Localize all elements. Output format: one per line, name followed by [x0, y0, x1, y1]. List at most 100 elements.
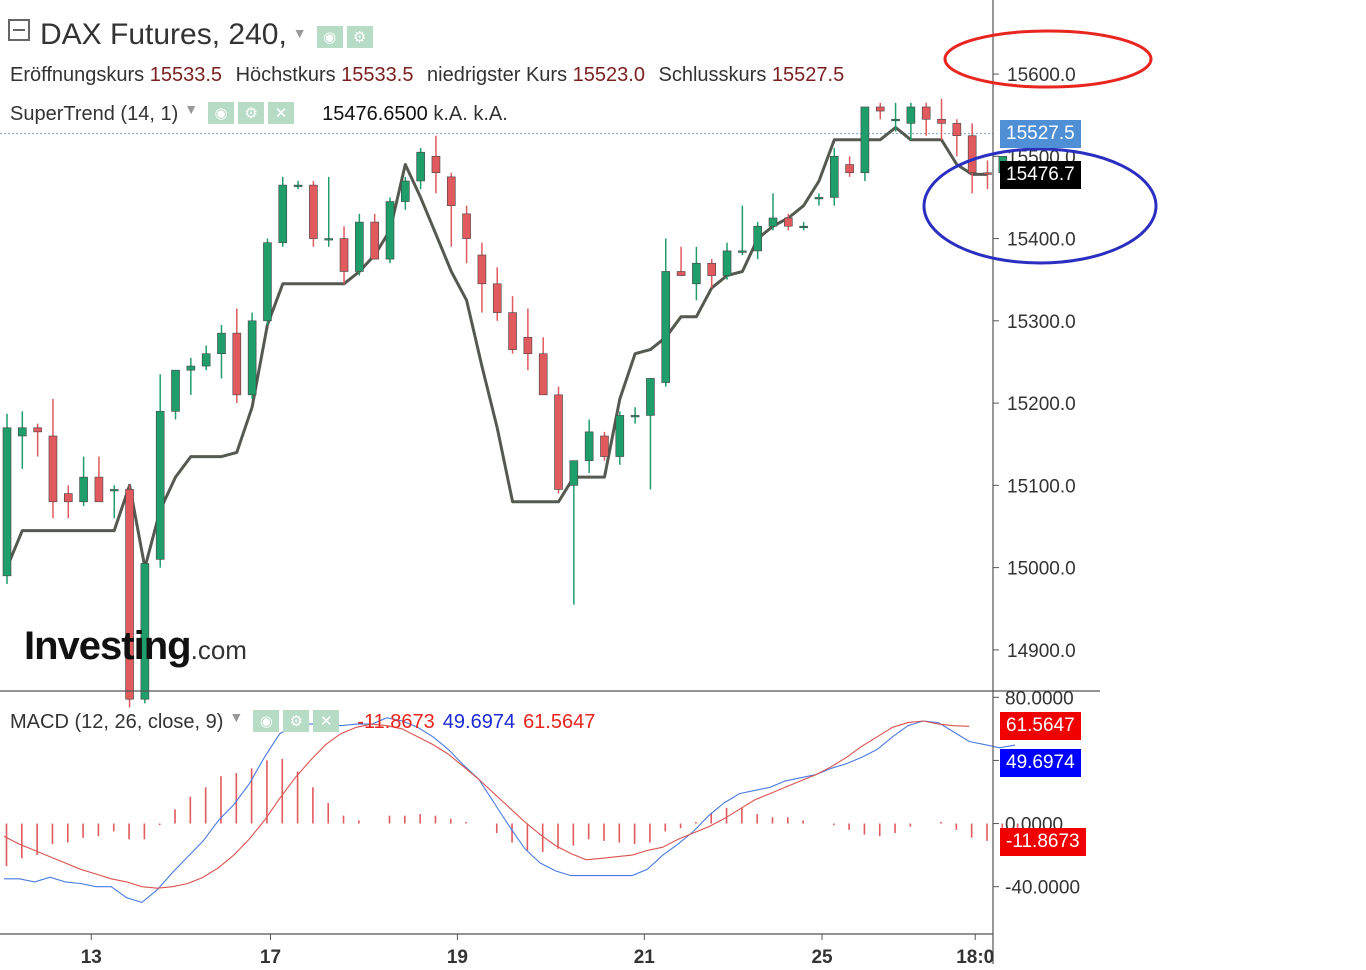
candle-up: [401, 180, 410, 202]
candle-up: [799, 225, 808, 229]
ohlc-legend: Eröffnungskurs 15533.5 Höchstkurs 15533.…: [10, 64, 852, 87]
candle-up: [661, 271, 671, 383]
candle-up: [738, 250, 747, 253]
price-tick-label: 15600.0: [1007, 65, 1076, 86]
candle-down: [492, 283, 502, 313]
time-tick-label: 21: [634, 947, 656, 968]
candle-down: [845, 164, 854, 174]
annotation-ellipse-red: [943, 29, 1153, 89]
candle-up: [615, 415, 625, 457]
close-value: 15527.5: [771, 64, 845, 86]
candle-down: [600, 435, 609, 457]
candle-down: [125, 489, 134, 700]
candle-down: [33, 427, 42, 433]
low-label: niedrigster Kurs: [427, 64, 568, 86]
candle-up: [692, 262, 701, 285]
candle-up: [201, 353, 211, 367]
price-pane: [0, 98, 1038, 708]
close-icon[interactable]: ✕: [268, 102, 295, 124]
candle-up: [646, 378, 655, 416]
high-label: Höchstkurs: [235, 64, 336, 86]
macd-tick-label: -40.0000: [1005, 878, 1080, 899]
candle-up: [247, 320, 257, 396]
candle-down: [94, 476, 104, 503]
candle-up: [263, 242, 272, 322]
eye-icon[interactable]: ◉: [253, 710, 280, 732]
signal-line: [3, 720, 970, 889]
candle-up: [18, 427, 27, 437]
candle-down: [477, 254, 487, 285]
symbol-title: DAX Futures, 240, ▼ ◉ ⚙: [8, 18, 377, 52]
supertrend-price-tag: 15476.7: [1000, 161, 1081, 190]
supertrend-value: 15476.6500: [322, 103, 428, 125]
candle-up: [217, 332, 226, 355]
macd-pane: [3, 717, 1019, 904]
candle-up: [860, 106, 870, 174]
candle-down: [63, 493, 73, 503]
candle-down: [707, 262, 717, 276]
macd-legend: MACD (12, 26, close, 9) ▼ ◉ ⚙ ✕ -11.8673 49.69…: [10, 709, 595, 734]
candle-down: [462, 213, 471, 239]
time-tick-label: 19: [447, 947, 468, 968]
candle-up: [385, 201, 395, 260]
candle-down: [339, 238, 349, 272]
candle-up: [814, 197, 824, 200]
macd-label: MACD (12, 26, close, 9): [10, 711, 224, 733]
gear-icon[interactable]: ⚙: [283, 710, 310, 732]
candle-up: [355, 221, 364, 272]
supertrend-na-1: k.A.: [433, 103, 468, 125]
chevron-down-icon[interactable]: ▼: [292, 25, 307, 41]
time-tick-label: 17: [260, 947, 281, 968]
price-tick-label: 15200.0: [1007, 394, 1076, 415]
candle-up: [79, 476, 88, 503]
macd-tick-label: 80.0000: [1005, 688, 1074, 709]
chevron-down-icon[interactable]: ▼: [229, 709, 244, 725]
candle-up: [891, 118, 900, 122]
price-tick-label: 15300.0: [1007, 312, 1076, 333]
low-value: 15523.0: [572, 64, 645, 86]
last-price-tag: 15527.5: [1000, 119, 1081, 148]
price-tick-label: 15400.0: [1007, 230, 1076, 251]
macd-line-value: 49.6974: [442, 711, 516, 733]
candle-down: [508, 312, 517, 350]
signal-tag: 61.5647: [1000, 712, 1081, 741]
candle-up: [324, 238, 334, 241]
candle-down: [431, 155, 441, 174]
close-label: Schlusskurs: [658, 64, 767, 86]
eye-icon[interactable]: ◉: [316, 26, 343, 48]
gear-icon[interactable]: ⚙: [346, 26, 373, 48]
candle-down: [983, 172, 992, 175]
candle-up: [293, 184, 303, 187]
candle-up: [155, 411, 165, 560]
collapse-icon[interactable]: [8, 19, 30, 41]
price-tick-label: 15000.0: [1007, 559, 1076, 580]
candle-down: [370, 221, 379, 260]
price-tick-label: 14900.0: [1007, 641, 1076, 662]
candle-down: [446, 176, 456, 206]
candle-down: [921, 106, 931, 120]
candle-up: [768, 217, 778, 227]
candle-down: [676, 271, 686, 276]
candle-down: [232, 332, 242, 396]
candle-up: [171, 369, 180, 412]
candle-up: [630, 415, 640, 418]
supertrend-na-2: k.A.: [473, 103, 508, 125]
candle-down: [48, 435, 58, 503]
candle-up: [722, 250, 732, 276]
macd-hist-value: -11.8673: [357, 711, 435, 733]
candle-up: [140, 563, 150, 700]
eye-icon[interactable]: ◉: [208, 102, 235, 124]
watermark-suffix: .com: [190, 635, 247, 665]
candle-up: [753, 225, 762, 252]
supertrend-line: [5, 126, 988, 570]
chevron-down-icon[interactable]: ▼: [184, 101, 199, 117]
time-tick-label: 25: [811, 947, 833, 968]
macd-line: [4, 717, 1016, 904]
supertrend-legend: SuperTrend (14, 1) ▼ ◉ ⚙ ✕ 15476.6500 k.A. k.…: [10, 101, 508, 126]
candle-down: [937, 118, 946, 124]
symbol-label: DAX Futures, 240,: [40, 18, 287, 51]
candle-up: [416, 151, 425, 182]
gear-icon[interactable]: ⚙: [238, 102, 265, 124]
close-icon[interactable]: ✕: [313, 710, 340, 732]
